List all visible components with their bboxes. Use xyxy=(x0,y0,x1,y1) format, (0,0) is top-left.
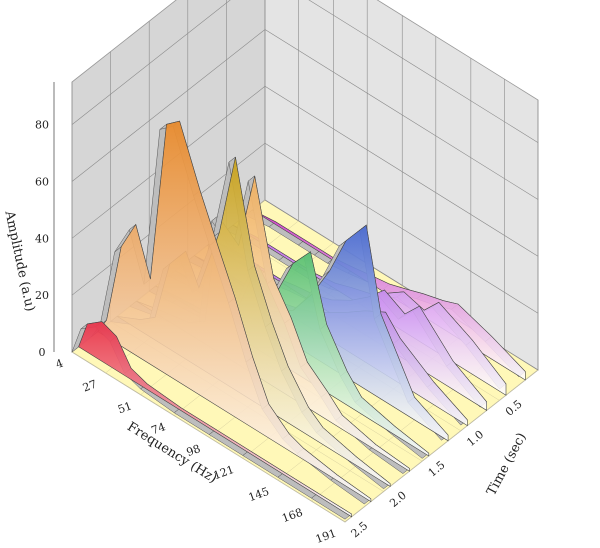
y-tick-label: 1.0 xyxy=(464,428,486,449)
z-tick-label: 40 xyxy=(35,232,49,245)
z-tick-label: 0 xyxy=(39,346,46,359)
ribbon-face xyxy=(78,321,352,518)
x-tick-label: 145 xyxy=(247,485,271,504)
series-ribbons xyxy=(71,120,526,520)
y-tick-label: 2.5 xyxy=(349,519,371,540)
z-tick-label: 60 xyxy=(35,175,49,188)
y-tick-label: 0.5 xyxy=(503,397,525,418)
z-tick-label: 80 xyxy=(35,119,49,132)
series-ribbon xyxy=(91,120,372,505)
series-ribbon xyxy=(71,321,353,520)
z-tick-label: 20 xyxy=(35,289,49,302)
y-tick-label: 2.0 xyxy=(387,489,409,510)
x-tick-label: 27 xyxy=(81,378,99,395)
x-tick-label: 74 xyxy=(150,420,168,437)
x-tick-label: 191 xyxy=(314,527,338,543)
x-tick-label: 4 xyxy=(54,357,65,372)
y-tick-label: 1.5 xyxy=(426,458,448,479)
z-axis-title: Amplitude (a.u) xyxy=(1,209,37,313)
time-gridline-floor xyxy=(71,351,346,523)
z-gridline xyxy=(71,0,539,143)
x-tick-label: 51 xyxy=(116,399,134,416)
ribbon-face xyxy=(97,120,372,503)
x-tick-label: 168 xyxy=(280,506,304,525)
y-axis-title: Time (sec) xyxy=(484,430,530,498)
x-tick-label: 98 xyxy=(185,442,203,459)
